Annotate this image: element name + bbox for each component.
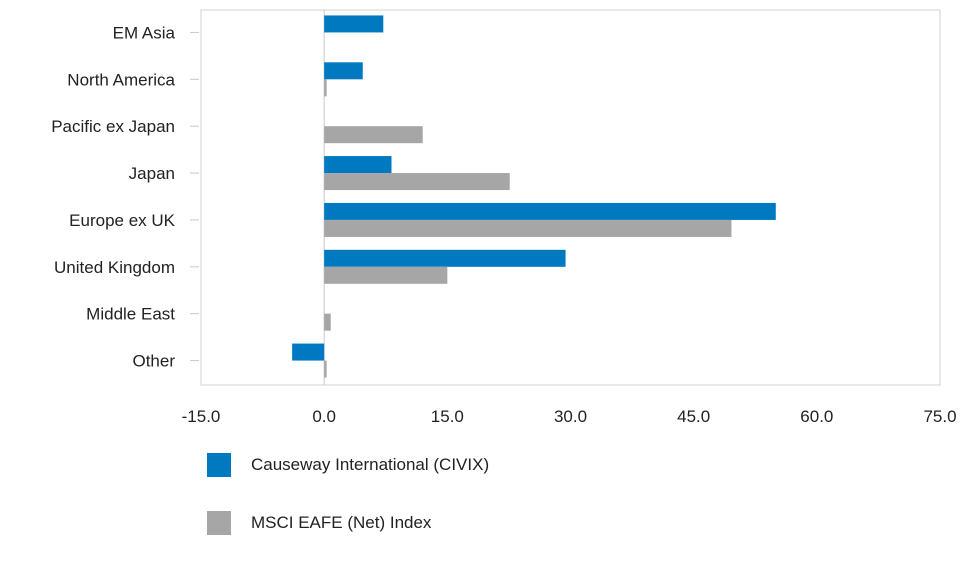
bar-civix-japan bbox=[324, 156, 392, 174]
bar-msci-eafe-other bbox=[324, 360, 327, 378]
legend-label-civix: Causeway International (CIVIX) bbox=[251, 455, 490, 474]
bar-chart: EM Asia North America Pacific ex Japan Japa… bbox=[51, 9, 957, 426]
bar-msci-eafe-middle-east bbox=[324, 313, 331, 331]
legend-item-civix: Causeway International (CIVIX) bbox=[207, 453, 489, 477]
x-tick-label: 60.0 bbox=[800, 407, 833, 426]
x-tick-label: 30.0 bbox=[554, 407, 587, 426]
legend-swatch-msci-eafe bbox=[207, 511, 231, 535]
bar-civix-other bbox=[292, 343, 325, 361]
bar-msci-eafe-pacific-ex-japan bbox=[324, 126, 423, 144]
bar-msci-eafe-north-america bbox=[324, 79, 327, 97]
bar-civix-em-asia bbox=[324, 15, 384, 33]
category-label-middle-east: Middle East bbox=[86, 305, 175, 324]
bar-civix-north-america bbox=[324, 62, 363, 80]
x-tick-labels: -15.0 0.0 15.0 30.0 45.0 60.0 75.0 bbox=[182, 407, 957, 426]
x-tick-label: 45.0 bbox=[677, 407, 710, 426]
bar-msci-eafe-japan bbox=[324, 173, 510, 191]
x-tick-label: 0.0 bbox=[312, 407, 336, 426]
category-label-north-america: North America bbox=[67, 70, 175, 89]
category-labels: EM Asia North America Pacific ex Japan Japa… bbox=[51, 23, 175, 370]
x-tick-label: -15.0 bbox=[182, 407, 221, 426]
x-tick-label: 15.0 bbox=[431, 407, 464, 426]
bar-civix-united-kingdom bbox=[324, 249, 566, 267]
category-label-em-asia: EM Asia bbox=[113, 23, 176, 42]
legend-label-msci-eafe: MSCI EAFE (Net) Index bbox=[251, 513, 432, 532]
category-label-pacific-ex-japan: Pacific ex Japan bbox=[51, 117, 175, 136]
category-label-united-kingdom: United Kingdom bbox=[54, 258, 175, 277]
category-label-other: Other bbox=[132, 352, 175, 371]
bar-civix-europe-ex-uk bbox=[324, 202, 776, 220]
category-label-europe-ex-uk: Europe ex UK bbox=[69, 211, 175, 230]
legend-item-msci-eafe: MSCI EAFE (Net) Index bbox=[207, 511, 489, 535]
category-label-japan: Japan bbox=[129, 164, 175, 183]
x-tick-label: 75.0 bbox=[923, 407, 956, 426]
category-ticks bbox=[190, 31, 199, 362]
bar-msci-eafe-europe-ex-uk bbox=[324, 219, 732, 237]
plot-frame bbox=[200, 9, 941, 386]
bars bbox=[292, 15, 776, 378]
legend-swatch-civix bbox=[207, 453, 231, 477]
legend: Causeway International (CIVIX) MSCI EAFE… bbox=[207, 453, 489, 569]
bar-msci-eafe-united-kingdom bbox=[324, 266, 448, 284]
